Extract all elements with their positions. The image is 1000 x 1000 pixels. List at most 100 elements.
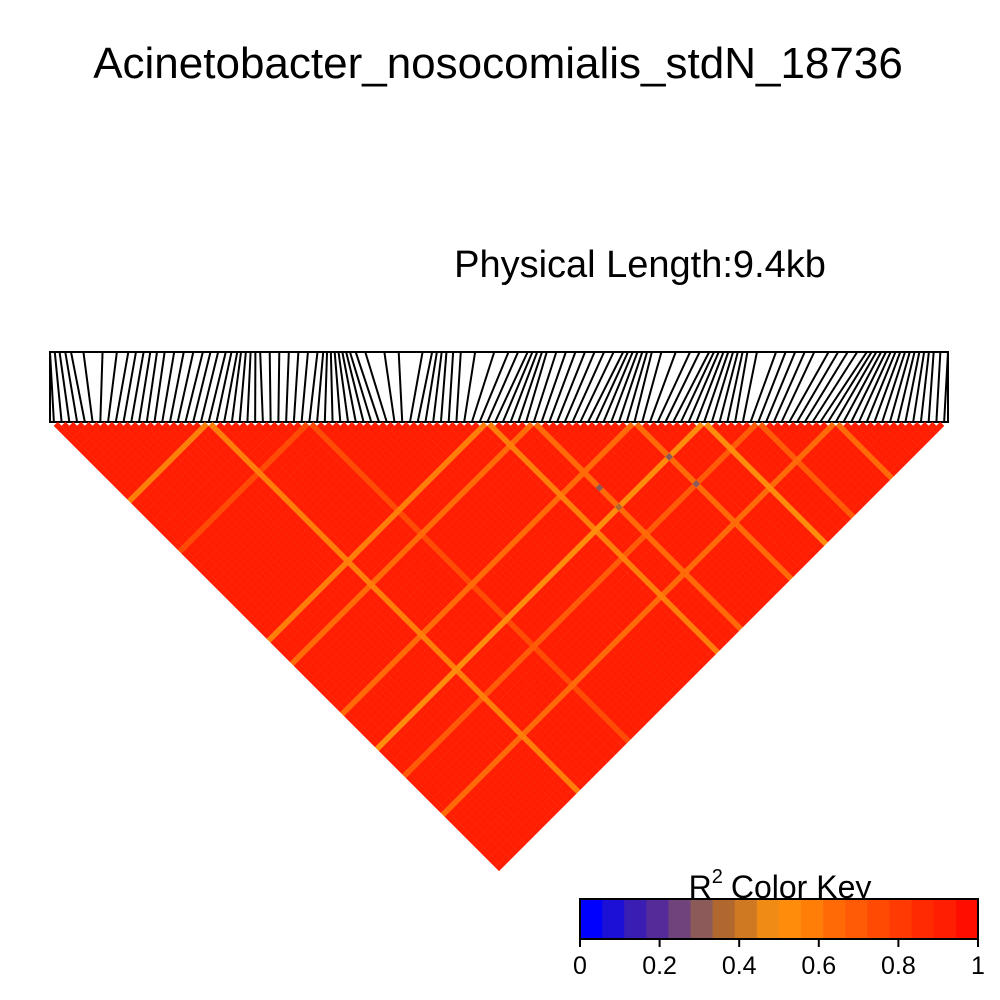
marker-line <box>927 351 935 423</box>
marker-line <box>259 351 264 423</box>
marker-line <box>896 351 916 423</box>
marker-line <box>587 351 625 423</box>
marker-line <box>53 351 63 423</box>
marker-line <box>749 351 777 423</box>
marker-line <box>525 351 548 423</box>
marker-line <box>803 351 849 423</box>
marker-line <box>478 351 510 423</box>
ld-heatmap <box>53 421 945 872</box>
marker-line <box>238 351 247 423</box>
marker-line <box>424 351 438 423</box>
marker-map <box>49 351 949 423</box>
marker-line <box>865 351 897 423</box>
marker-line <box>316 351 325 423</box>
marker-line <box>842 351 883 423</box>
marker-line <box>718 351 739 423</box>
marker-line <box>563 351 596 423</box>
marker-line <box>447 351 455 423</box>
marker-line <box>811 351 859 423</box>
marker-line <box>416 351 434 423</box>
marker-line <box>107 351 118 423</box>
marker-line <box>455 351 462 423</box>
marker-line <box>364 351 388 423</box>
marker-line <box>300 351 309 423</box>
marker-line <box>153 351 166 423</box>
marker-line <box>230 351 243 423</box>
marker-line <box>579 351 615 423</box>
marker-line <box>176 351 195 423</box>
marker-line <box>341 351 357 423</box>
marker-line <box>349 351 373 423</box>
marker-line <box>687 351 720 423</box>
marker-line <box>796 351 840 423</box>
marker-line <box>548 351 577 423</box>
marker-line <box>912 351 926 423</box>
marker-line <box>509 351 539 423</box>
marker-line <box>919 351 930 423</box>
marker-line <box>710 351 735 423</box>
marker-line <box>223 351 239 423</box>
marker-line <box>618 351 644 423</box>
marker-line <box>656 351 691 423</box>
marker-line <box>850 351 887 423</box>
marker-line <box>540 351 567 423</box>
marker-line <box>138 351 152 423</box>
marker-line <box>873 351 902 423</box>
marker-line <box>726 351 744 423</box>
marker-line <box>680 351 715 423</box>
marker-line <box>383 351 396 423</box>
marker-line <box>858 351 892 423</box>
marker-line <box>268 351 272 423</box>
marker-line <box>49 351 55 423</box>
marker-line <box>625 351 649 423</box>
marker-line <box>486 351 520 423</box>
marker-line <box>192 351 212 423</box>
marker-line <box>114 351 130 423</box>
marker-line <box>333 351 342 423</box>
marker-line <box>532 351 558 423</box>
marker-line <box>246 351 252 423</box>
marker-line <box>834 351 878 423</box>
marker-line <box>672 351 711 423</box>
marker-line <box>788 351 830 423</box>
marker-line <box>169 351 185 423</box>
marker-line <box>292 351 300 423</box>
marker-line <box>610 351 639 423</box>
marker-line <box>780 351 816 423</box>
marker-line <box>594 351 629 423</box>
marker-line <box>494 351 529 423</box>
marker-line <box>935 351 942 423</box>
marker-line <box>649 351 677 423</box>
marker-line <box>337 351 350 423</box>
marker-line <box>408 351 424 423</box>
chart-subtitle: Physical Length:9.4kb <box>454 244 826 286</box>
marker-line <box>772 351 806 423</box>
marker-line <box>741 351 758 423</box>
marker-line <box>703 351 730 423</box>
marker-line <box>58 351 71 423</box>
marker-line <box>827 351 873 423</box>
marker-line <box>199 351 220 423</box>
marker-line <box>308 351 319 423</box>
marker-line <box>695 351 725 423</box>
marker-line <box>470 351 496 423</box>
marker-line <box>82 351 94 423</box>
marker-line <box>70 351 86 423</box>
marker-line <box>734 351 749 423</box>
marker-line <box>285 351 290 423</box>
marker-line <box>207 351 227 423</box>
marker-line <box>641 351 663 423</box>
marker-line <box>397 351 404 423</box>
marker-line <box>99 351 104 423</box>
marker-line <box>161 351 176 423</box>
marker-line <box>329 351 334 423</box>
marker-line <box>501 351 534 423</box>
marker-line <box>943 351 949 423</box>
marker-line <box>354 351 380 423</box>
marker-line <box>277 351 281 423</box>
marker-line <box>122 351 137 423</box>
marker-line <box>819 351 868 423</box>
marker-line <box>888 351 911 423</box>
marker-line <box>432 351 443 423</box>
